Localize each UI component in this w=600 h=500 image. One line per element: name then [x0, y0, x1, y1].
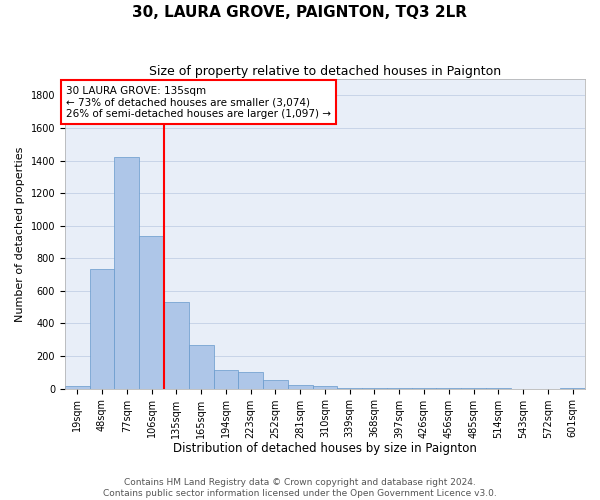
Bar [139, 236, 164, 388]
Text: 30, LAURA GROVE, PAIGNTON, TQ3 2LR: 30, LAURA GROVE, PAIGNTON, TQ3 2LR [133, 5, 467, 20]
Text: Contains HM Land Registry data © Crown copyright and database right 2024.
Contai: Contains HM Land Registry data © Crown c… [103, 478, 497, 498]
Bar [115, 158, 139, 388]
Bar [89, 269, 115, 388]
Title: Size of property relative to detached houses in Paignton: Size of property relative to detached ho… [149, 65, 501, 78]
Bar [189, 344, 214, 389]
Bar [65, 386, 89, 388]
Bar [263, 380, 288, 388]
X-axis label: Distribution of detached houses by size in Paignton: Distribution of detached houses by size … [173, 442, 477, 455]
Text: 30 LAURA GROVE: 135sqm
← 73% of detached houses are smaller (3,074)
26% of semi-: 30 LAURA GROVE: 135sqm ← 73% of detached… [66, 86, 331, 119]
Bar [164, 302, 189, 388]
Bar [288, 384, 313, 388]
Y-axis label: Number of detached properties: Number of detached properties [15, 146, 25, 322]
Bar [313, 386, 337, 388]
Bar [214, 370, 238, 388]
Bar [238, 372, 263, 388]
